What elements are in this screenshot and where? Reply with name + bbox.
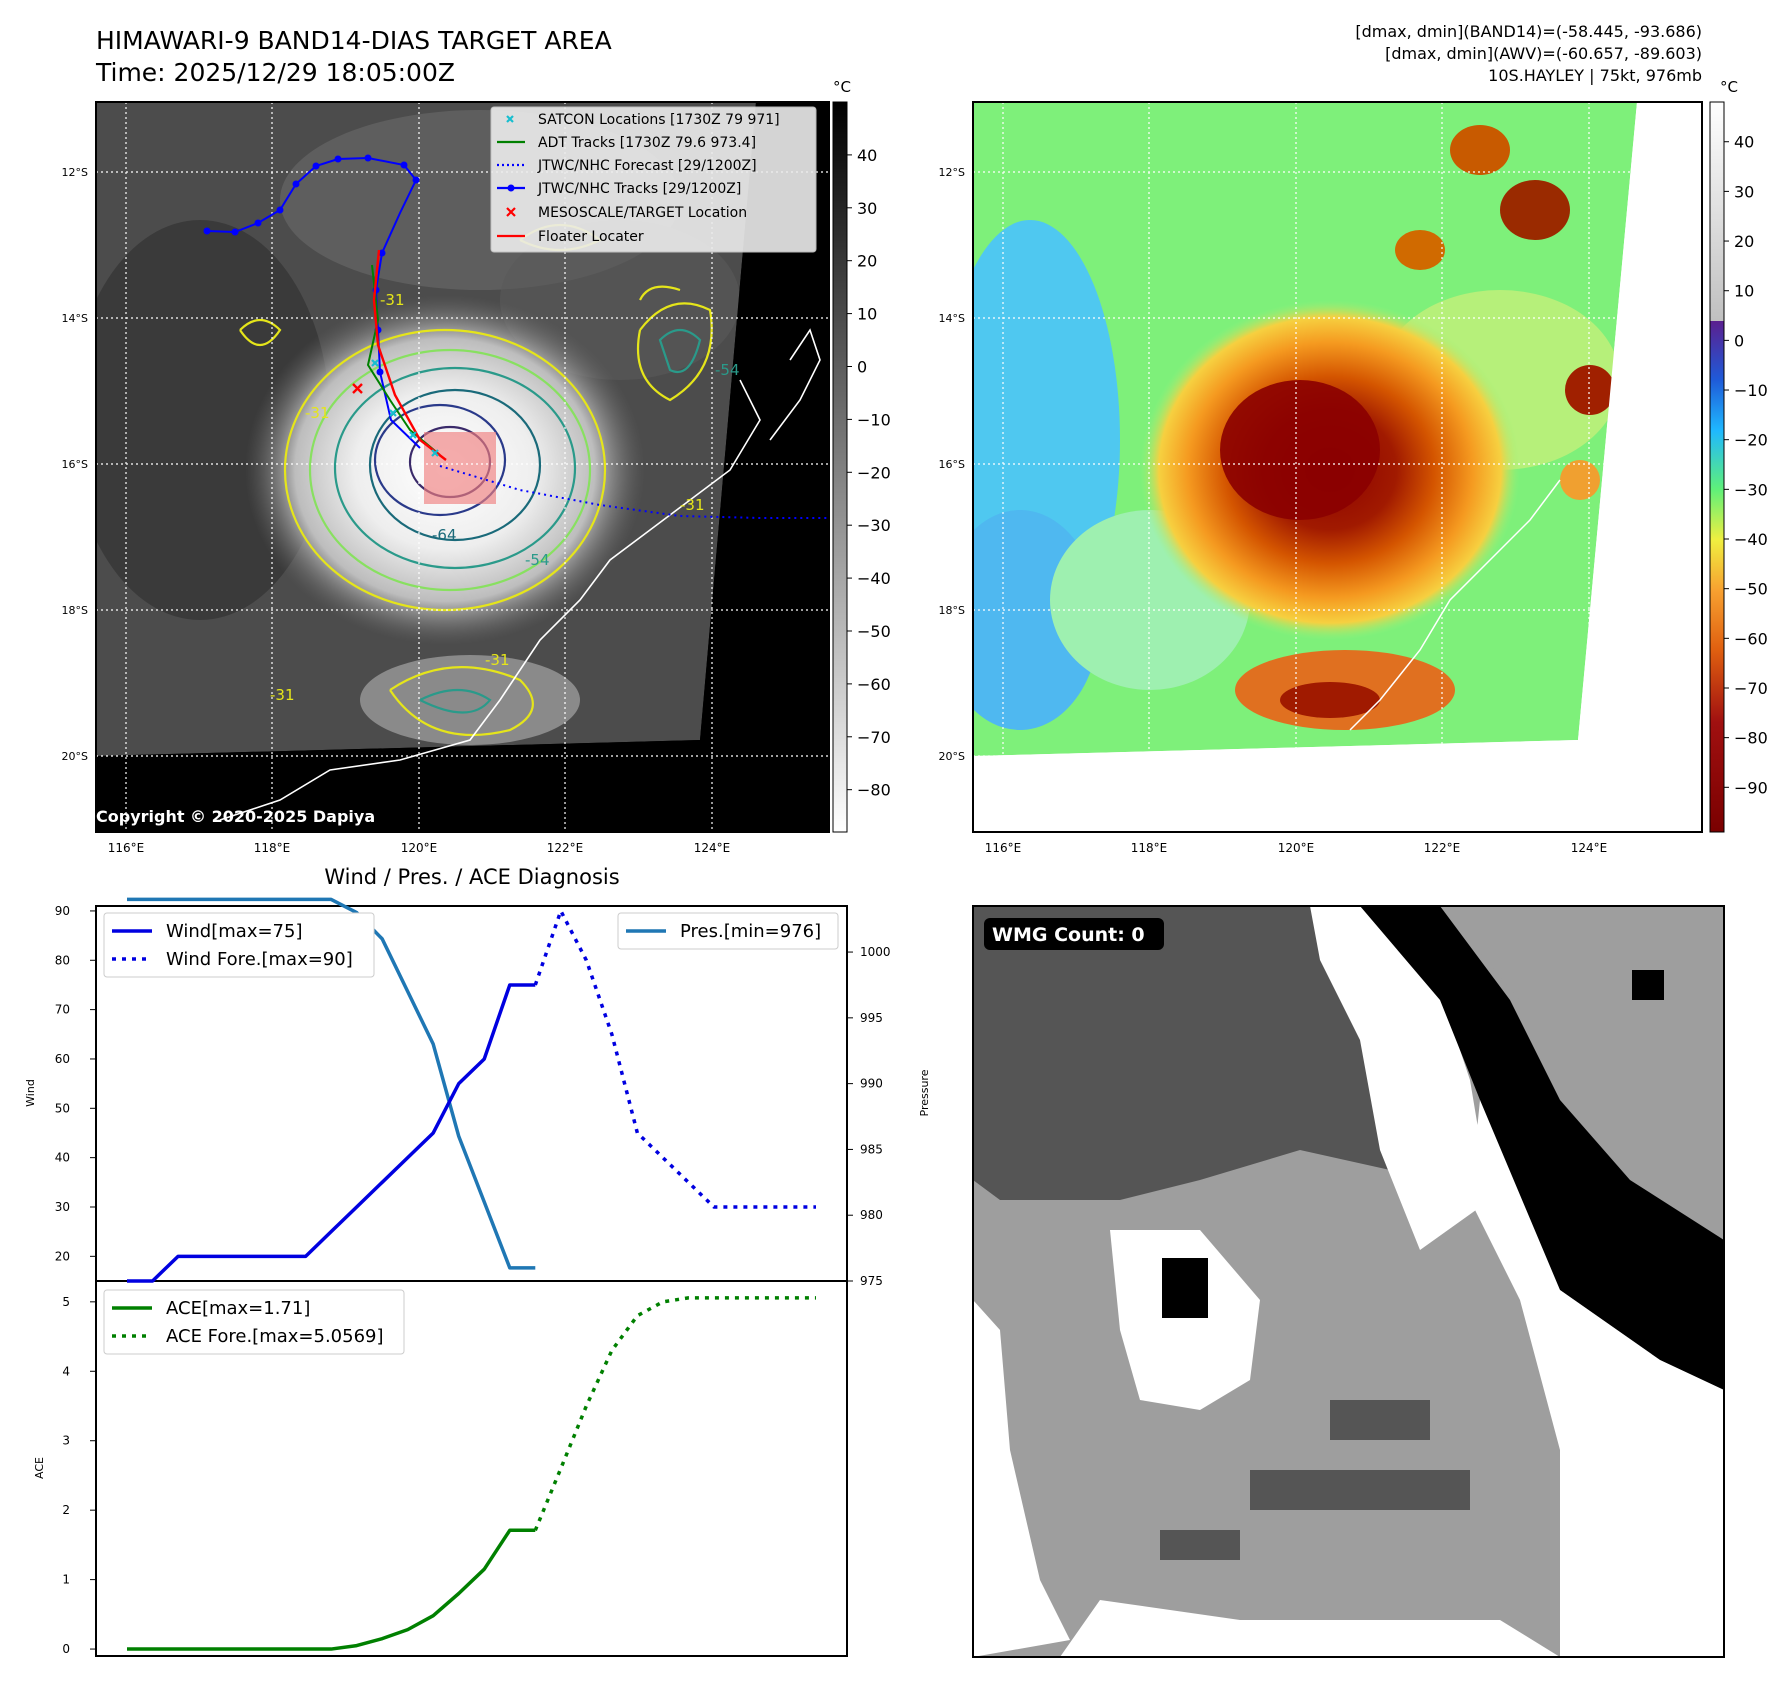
wmg-count-badge: WMG Count: 0 (984, 918, 1164, 950)
colorbar-tick-label: −80 (857, 781, 891, 800)
enhanced-ir-map (973, 102, 1702, 832)
colorbar-tick-label: −10 (1734, 381, 1768, 400)
left-lon-labels: 116°E 118°E 120°E 122°E 124°E (108, 841, 731, 855)
lon-label: 120°E (401, 841, 438, 855)
lon-label: 122°E (1424, 841, 1461, 855)
colorbar-tick-label: −70 (1734, 679, 1768, 698)
contour-label: -31 (305, 404, 330, 422)
colorbar-unit: °C (1720, 78, 1738, 96)
right-lon-labels: 116°E 118°E 120°E 122°E 124°E (985, 841, 1608, 855)
colorbar-tick-label: −30 (857, 516, 891, 535)
contour-label: -31 (380, 291, 405, 309)
right-lat-labels: 12°S 14°S 16°S 18°S 20°S (939, 166, 965, 763)
lon-label: 124°E (694, 841, 731, 855)
colorbar-tick-label: −60 (1734, 629, 1768, 648)
contour-label: -54 (525, 551, 550, 569)
legend-item: Floater Locater (538, 229, 644, 245)
enhanced-map-frame (972, 101, 1703, 833)
lon-label: 116°E (985, 841, 1022, 855)
lat-label: 16°S (62, 458, 88, 471)
colorbar-unit: °C (833, 78, 851, 96)
legend-item: SATCON Locations [1730Z 79 971] (538, 112, 780, 128)
legend-item: MESOSCALE/TARGET Location (538, 205, 747, 221)
legend-item: JTWC/NHC Tracks [29/1200Z] (537, 181, 741, 197)
legend-mesoscale-icon (506, 207, 516, 217)
colorbar-tick-label: 20 (857, 252, 877, 271)
band14-range: [dmax, dmin](BAND14)=(-58.445, -93.686) (1355, 22, 1702, 41)
colorbar-tick-label: −90 (1734, 778, 1768, 797)
legend-satcon-icon (506, 115, 514, 123)
ir-map-frame (95, 101, 830, 833)
colorbar-tick-label: −50 (1734, 580, 1768, 599)
colorbar-tick-label: 30 (1734, 182, 1754, 201)
lat-label: 18°S (939, 604, 965, 617)
left-lat-labels: 12°S 14°S 16°S 18°S 20°S (62, 166, 88, 763)
colorbar-tick-label: −40 (1734, 530, 1768, 549)
contour-label: -64 (432, 526, 457, 544)
contour-label: -54 (715, 361, 740, 379)
lat-label: 18°S (62, 604, 88, 617)
lon-label: 118°E (254, 841, 291, 855)
map-legend: SATCON Locations [1730Z 79 971] ADT Trac… (490, 106, 817, 253)
colorbar-tick-label: −30 (1734, 480, 1768, 499)
colorbar-tick-label: −50 (857, 622, 891, 641)
colorbar-tick-label: 40 (857, 146, 877, 165)
legend-item: JTWC/NHC Forecast [29/1200Z] (537, 158, 757, 174)
colorbar-tick-label: −20 (857, 463, 891, 482)
colorbar-tick-label: −60 (857, 675, 891, 694)
lon-label: 118°E (1131, 841, 1168, 855)
figure-title: HIMAWARI-9 BAND14-DIAS TARGET AREA (96, 26, 612, 55)
contour-label: -31 (270, 686, 295, 704)
storm-info: 10S.HAYLEY | 75kt, 976mb (1488, 66, 1702, 85)
colorbar-tick-label: −80 (1734, 729, 1768, 748)
lat-label: 12°S (939, 166, 965, 179)
lat-label: 20°S (62, 750, 88, 763)
colorbar-tick-label: 40 (1734, 133, 1754, 152)
colorbar-tick-label: 0 (857, 357, 867, 376)
lat-label: 14°S (939, 312, 965, 325)
lat-label: 16°S (939, 458, 965, 471)
left-colorbar: °C 40 30 20 10 0 −10 −20 −30 −40 −50 −60 −70 −80 (832, 78, 891, 833)
lon-label: 116°E (108, 841, 145, 855)
legend-item: ADT Tracks [1730Z 79.6 973.4] (538, 135, 756, 151)
lon-label: 122°E (547, 841, 584, 855)
lat-label: 12°S (62, 166, 88, 179)
wmg-panel (973, 906, 1724, 1657)
right-colorbar: °C 40 30 20 10 0 −10 −20 −30 −40 −50 −60 −70 −80 −90 (1709, 78, 1768, 833)
colorbar-tick-label: −10 (857, 410, 891, 429)
wmg-count-label: WMG Count: 0 (992, 924, 1145, 946)
lat-label: 14°S (62, 312, 88, 325)
colorbar-tick-label: 30 (857, 199, 877, 218)
colorbar-tick-label: −20 (1734, 431, 1768, 450)
wmg-frame (972, 905, 1725, 1658)
colorbar-tick-label: 10 (857, 305, 877, 324)
lat-label: 20°S (939, 750, 965, 763)
colorbar-tick-label: −70 (857, 728, 891, 747)
colorbar-tick-label: −40 (857, 569, 891, 588)
colorbar-tick-label: 0 (1734, 331, 1744, 350)
awv-range: [dmax, dmin](AWV)=(-60.657, -89.603) (1385, 44, 1702, 63)
lon-label: 124°E (1571, 841, 1608, 855)
lon-label: 120°E (1278, 841, 1315, 855)
contour-label: -31 (680, 496, 705, 514)
contour-label: -31 (485, 651, 510, 669)
ir-satellite-map: -31 -54 -64 -31 -31 -54 -31 -31 (96, 102, 829, 832)
figure-time: Time: 2025/12/29 18:05:00Z (96, 58, 455, 87)
copyright-label: Copyright © 2020-2025 Dapiya (96, 807, 376, 826)
colorbar-tick-label: 10 (1734, 282, 1754, 301)
colorbar-tick-label: 20 (1734, 232, 1754, 251)
